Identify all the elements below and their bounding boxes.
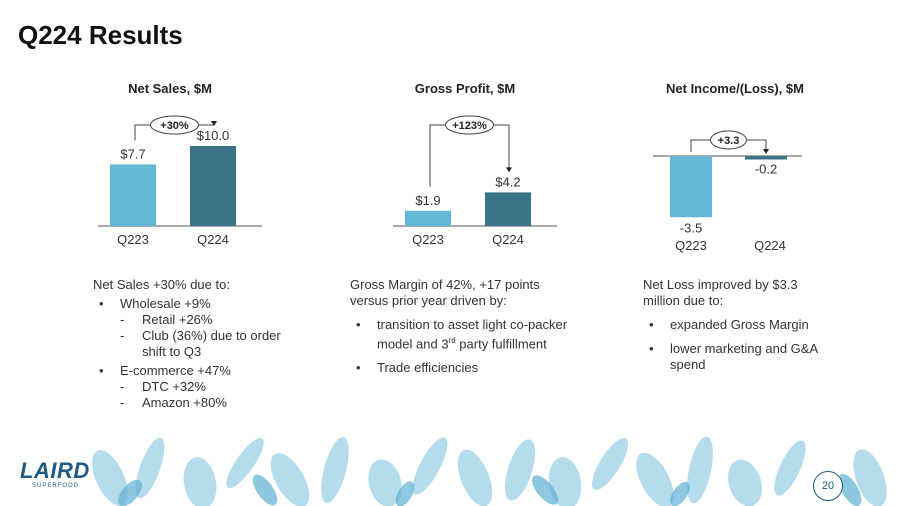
gross-profit-commentary: Gross Margin of 42%, +17 points versus p… bbox=[350, 277, 595, 376]
bar-q223 bbox=[110, 164, 156, 226]
bar-q224 bbox=[745, 156, 787, 160]
commentary-intro: million due to: bbox=[643, 293, 724, 308]
change-badge bbox=[150, 115, 199, 135]
bar-q223 bbox=[670, 156, 712, 218]
bar-q224 bbox=[190, 146, 236, 226]
x-tick-label: Q223 bbox=[675, 238, 707, 253]
commentary-intro: Net Loss improved by $3.3 bbox=[643, 277, 798, 292]
sub-bullet-item: DTC +32% bbox=[93, 379, 293, 395]
net-sales-chart: $7.7 Q223 $10.0 Q224 +30% bbox=[98, 115, 262, 247]
x-tick-label: Q224 bbox=[492, 232, 524, 247]
net-income-chart-title: Net Income/(Loss), $M bbox=[666, 81, 804, 96]
foliage-decoration bbox=[92, 436, 887, 506]
net-sales-commentary: Net Sales +30% due to: Wholesale +9% Ret… bbox=[93, 277, 293, 411]
bullet-item: E-commerce +47% bbox=[93, 363, 293, 379]
sub-bullet-item: Retail +26% bbox=[93, 312, 293, 328]
bullet-item: Wholesale +9% bbox=[93, 296, 293, 312]
change-label: +3.3 bbox=[718, 135, 740, 147]
change-badge bbox=[445, 115, 494, 135]
commentary-intro: Net Sales +30% due to: bbox=[93, 277, 230, 292]
change-label: +30% bbox=[160, 120, 189, 132]
page-title: Q224 Results bbox=[18, 20, 183, 50]
gross-profit-chart: $1.9 Q223 $4.2 Q224 +123% bbox=[393, 115, 557, 247]
change-arrowhead bbox=[763, 149, 769, 154]
change-label: +123% bbox=[452, 120, 487, 132]
data-label: $10.0 bbox=[197, 128, 230, 143]
x-tick-label: Q223 bbox=[412, 232, 444, 247]
data-label: $7.7 bbox=[120, 146, 145, 161]
x-tick-label: Q223 bbox=[117, 232, 149, 247]
bullet-item: expanded Gross Margin bbox=[643, 317, 833, 333]
x-tick-label: Q224 bbox=[197, 232, 229, 247]
data-label: -0.2 bbox=[755, 162, 777, 177]
x-tick-label: Q224 bbox=[754, 238, 786, 253]
change-arrowhead bbox=[211, 121, 217, 126]
change-badge bbox=[710, 130, 747, 150]
net-income-commentary: Net Loss improved by $3.3 million due to… bbox=[643, 277, 833, 373]
sub-bullet-item: Club (36%) due to order shift to Q3 bbox=[93, 328, 293, 360]
data-label: -3.5 bbox=[680, 220, 702, 235]
net-sales-chart-title: Net Sales, $M bbox=[128, 81, 212, 96]
gross-profit-chart-title: Gross Profit, $M bbox=[414, 81, 516, 96]
bullet-item: transition to asset light co-packer mode… bbox=[350, 317, 595, 352]
change-arrowhead bbox=[506, 167, 512, 173]
bar-q224 bbox=[485, 192, 531, 226]
bar-q223 bbox=[405, 210, 451, 226]
commentary-intro: Gross Margin of 42%, +17 points bbox=[350, 277, 540, 292]
laird-logo: LAIRD bbox=[20, 458, 90, 483]
page-number: 20 bbox=[813, 471, 843, 501]
data-label: $4.2 bbox=[495, 174, 520, 189]
bullet-item: lower marketing and G&A spend bbox=[643, 341, 833, 373]
sub-bullet-item: Amazon +80% bbox=[93, 395, 293, 411]
data-label: $1.9 bbox=[415, 193, 440, 208]
commentary-intro: versus prior year driven by: bbox=[350, 293, 507, 308]
net-income-chart: -3.5 -0.2 Q223 Q224 +3.3 bbox=[653, 130, 802, 253]
laird-logo-subtext: SUPERFOOD bbox=[32, 483, 80, 489]
bullet-item: Trade efficiencies bbox=[350, 360, 595, 376]
